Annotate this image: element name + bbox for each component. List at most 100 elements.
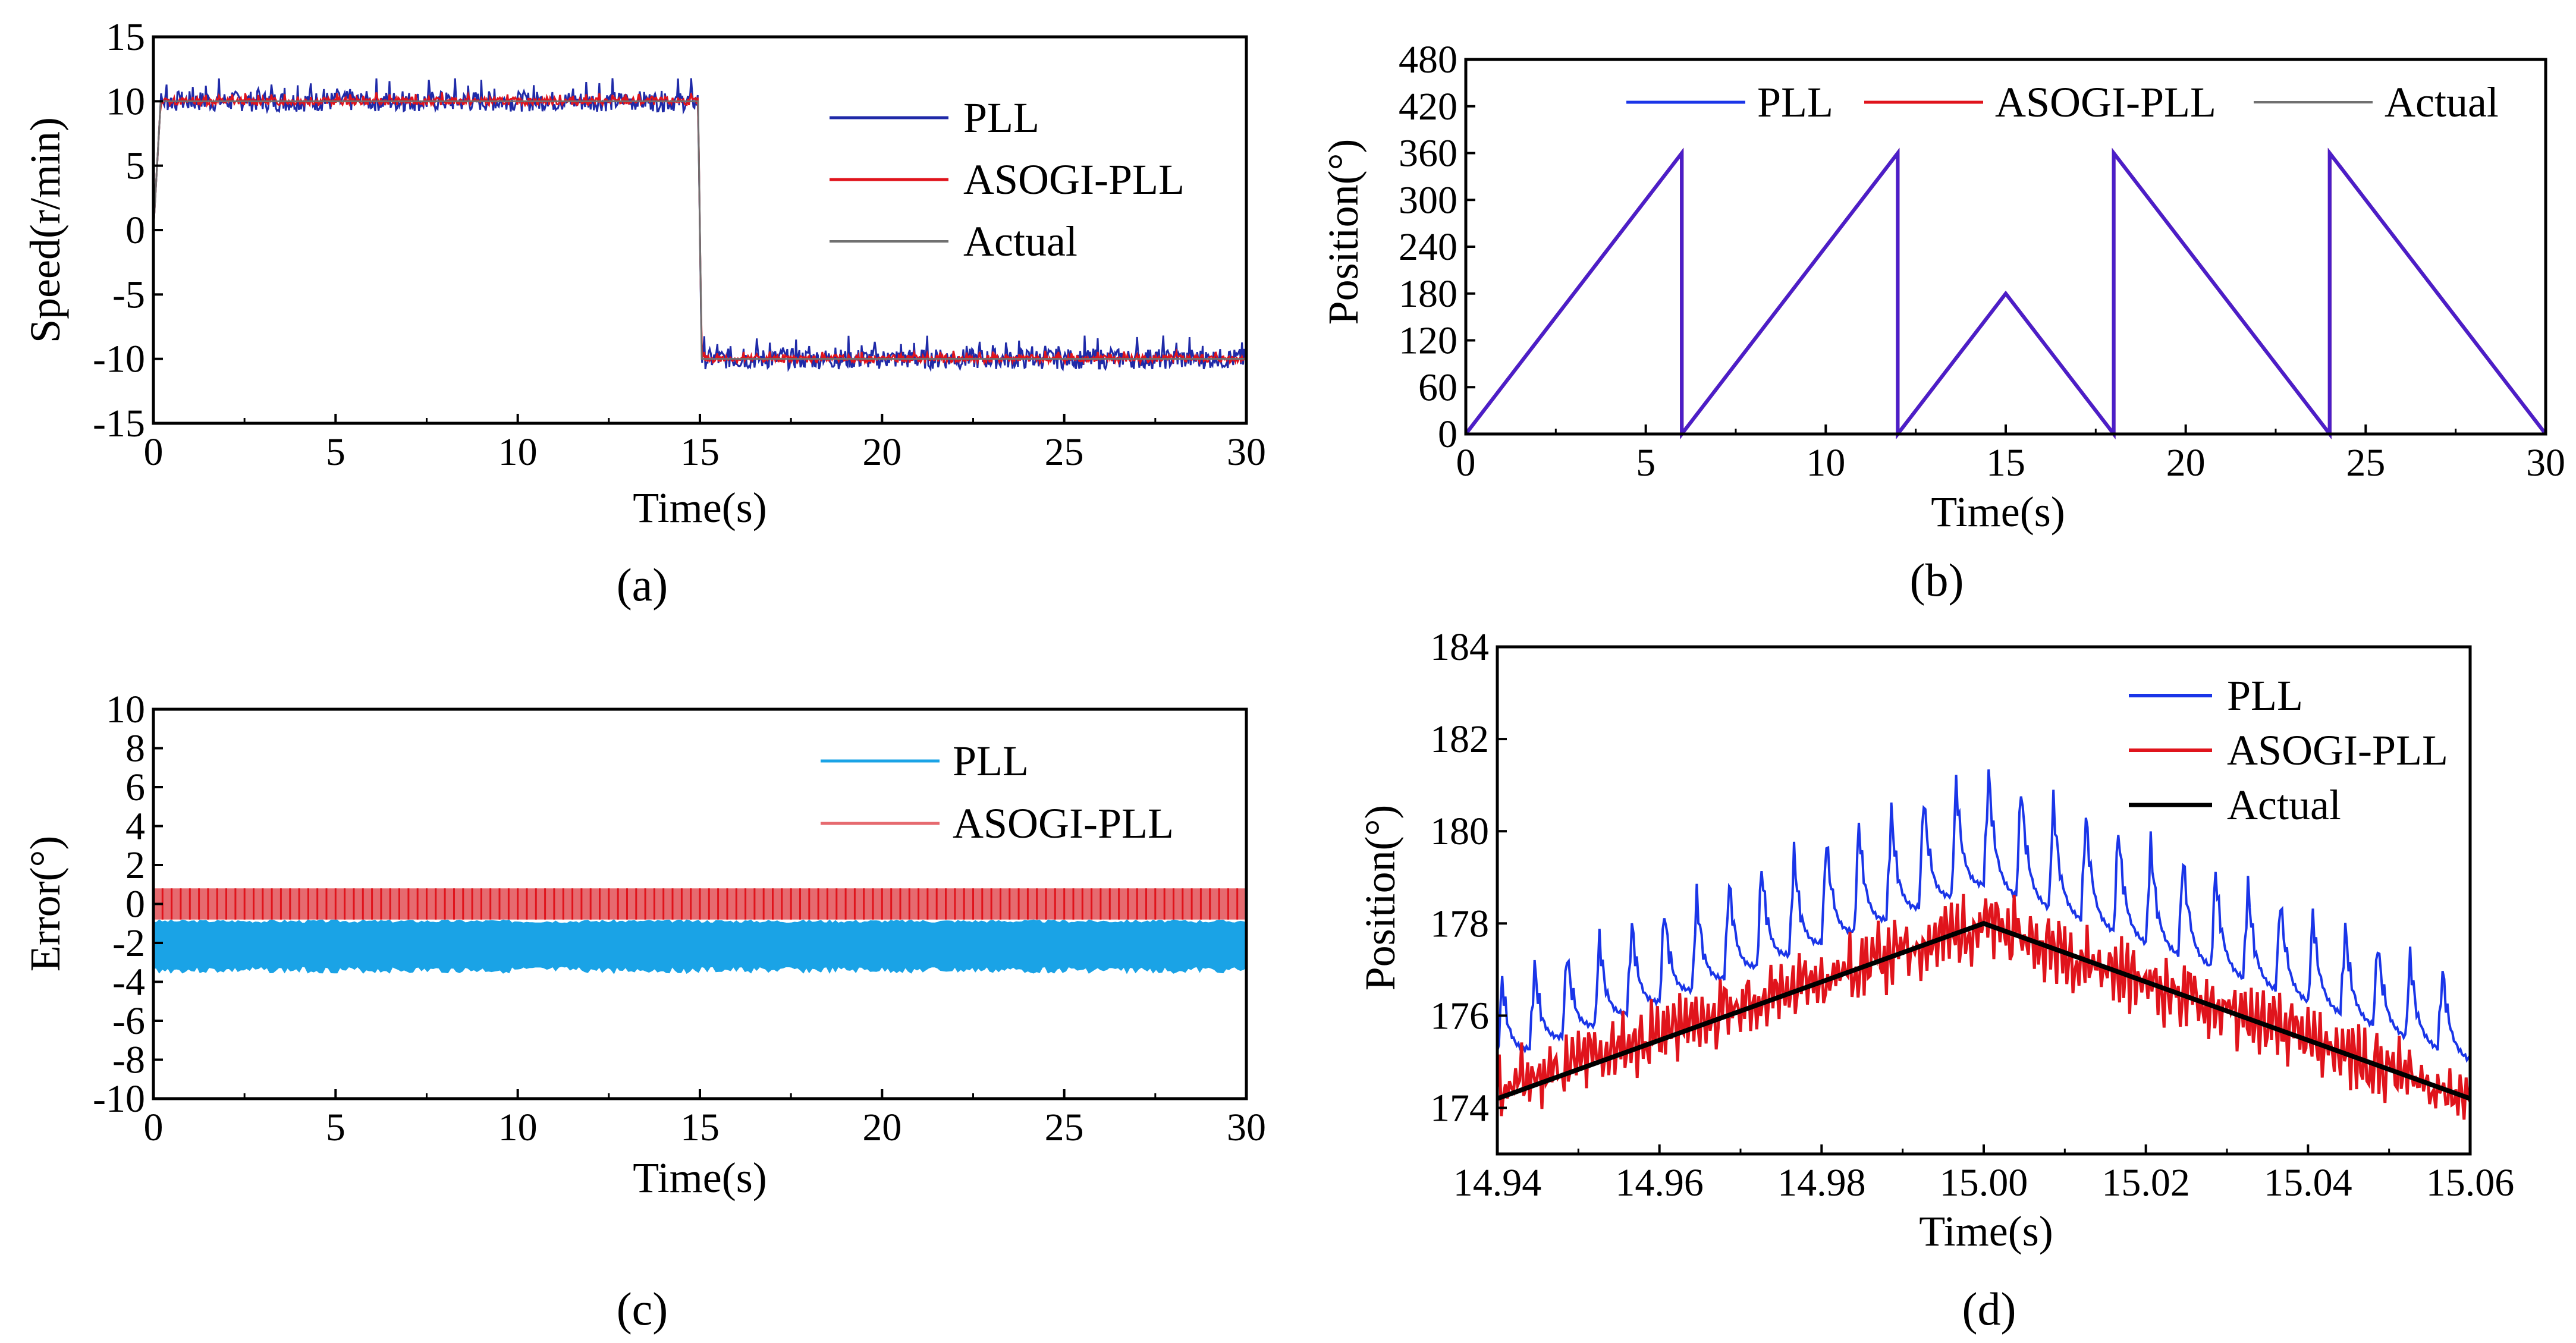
y-tick-label: 4 [125, 805, 145, 848]
x-tick-label: 30 [1227, 1106, 1266, 1149]
panel-b-legend-actual: Actual [2385, 78, 2499, 126]
panel-c-legend-pll: PLL [953, 737, 1029, 785]
x-tick-label: 20 [2166, 441, 2206, 485]
y-tick-label: 480 [1399, 38, 1457, 81]
x-tick-label: 0 [144, 430, 164, 474]
y-tick-label: -6 [112, 999, 145, 1043]
panel-a-x-axis-label: Time(s) [633, 484, 766, 531]
x-tick-label: 20 [862, 1106, 901, 1149]
panel-c-x-axis-label: Time(s) [633, 1154, 766, 1202]
y-tick-label: 180 [1430, 810, 1489, 853]
panel-a-y-ticks: -15 -10 -5 0 5 10 15 [93, 15, 163, 445]
x-tick-label: 5 [326, 1106, 345, 1149]
x-tick-label: 25 [1045, 430, 1084, 474]
panel-b-caption: (b) [1910, 554, 1964, 606]
panel-a-legend-pll: PLL [963, 94, 1039, 141]
series-actual-line [1464, 147, 2547, 439]
panel-a-legend-actual: Actual [963, 218, 1077, 265]
y-tick-label: 420 [1399, 85, 1457, 128]
panel-d-plot-area [1496, 769, 2472, 1120]
y-tick-label: 10 [106, 688, 145, 731]
x-tick-label: 30 [1227, 430, 1266, 474]
x-tick-label: 10 [498, 1106, 538, 1149]
panel-b-plot-area [1464, 147, 2547, 439]
y-tick-label: 15 [106, 15, 145, 59]
panel-b-x-ticks: 0 5 10 15 20 25 30 [1456, 424, 2565, 485]
x-tick-label: 15 [680, 1106, 720, 1149]
x-tick-label: 10 [498, 430, 538, 474]
y-tick-label: 0 [125, 883, 145, 926]
x-tick-label: 5 [1636, 441, 1655, 485]
series-pll-band [153, 919, 1247, 974]
y-tick-label: 240 [1399, 225, 1457, 269]
panel-c-x-ticks: 0 5 10 15 20 25 30 [144, 1089, 1266, 1149]
panel-c-caption: (c) [617, 1283, 668, 1335]
y-tick-label: 360 [1399, 132, 1457, 175]
y-tick-label: -10 [93, 1077, 145, 1121]
panel-c-y-axis-label: Error(°) [21, 836, 69, 972]
x-tick-label: 15.04 [2264, 1161, 2352, 1204]
panel-d-legend: PLL ASOGI-PLL Actual [2129, 672, 2448, 829]
y-tick-label: -8 [112, 1039, 145, 1082]
panel-a-speed-chart: 0 5 10 15 20 25 30 -15 -10 -5 0 5 10 15 Time(s) Spee… [21, 15, 1266, 611]
panel-b-y-axis-label: Position(°) [1320, 139, 1367, 325]
y-tick-label: 120 [1399, 319, 1457, 363]
y-tick-label: 176 [1430, 994, 1489, 1037]
series-asogi-pll-line [1496, 894, 2472, 1120]
panel-c-legend: PLL ASOGI-PLL [821, 737, 1174, 847]
x-tick-label: 20 [862, 430, 901, 474]
x-tick-label: 14.98 [1777, 1161, 1866, 1204]
y-tick-label: 0 [125, 209, 145, 252]
panel-d-frame [1496, 645, 2472, 1156]
y-tick-label: 300 [1399, 178, 1457, 222]
panel-b-legend-asogi-pll: ASOGI-PLL [1995, 78, 2216, 126]
panel-c-plot-area [152, 888, 1248, 974]
x-tick-label: 15.00 [1940, 1161, 2028, 1204]
y-tick-label: -10 [93, 338, 145, 381]
panel-d-legend-pll: PLL [2227, 672, 2303, 719]
y-tick-label: 0 [1438, 413, 1457, 456]
x-tick-label: 30 [2526, 441, 2565, 485]
series-pll-line [1496, 769, 2471, 1063]
series-actual-line [152, 100, 1246, 360]
x-tick-label: 15 [680, 430, 720, 474]
panel-a-x-ticks: 0 5 10 15 20 25 30 [144, 414, 1266, 474]
panel-d-x-axis-label: Time(s) [1919, 1207, 2053, 1255]
panel-b-legend: PLL ASOGI-PLL Actual [1626, 78, 2499, 126]
panel-d-y-axis-label: Position(°) [1356, 805, 1404, 991]
y-tick-label: -4 [112, 961, 145, 1004]
panel-d-x-ticks: 14.94 14.96 14.98 15.00 15.02 15.04 15.06 [1453, 1144, 2514, 1204]
y-tick-label: -15 [93, 402, 145, 445]
x-tick-label: 0 [1456, 441, 1476, 485]
y-tick-label: 174 [1430, 1086, 1489, 1130]
panel-a-legend-asogi-pll: ASOGI-PLL [963, 156, 1185, 203]
panel-b-x-axis-label: Time(s) [1931, 488, 2065, 536]
panel-b-legend-pll: PLL [1757, 78, 1833, 126]
series-asogi-pll-ripple [152, 888, 1248, 920]
x-tick-label: 15 [1986, 441, 2025, 485]
x-tick-label: 14.96 [1615, 1161, 1704, 1204]
y-tick-label: 178 [1430, 902, 1489, 945]
x-tick-label: 5 [326, 430, 345, 474]
y-tick-label: 182 [1430, 718, 1489, 761]
panel-a-y-axis-label: Speed(r/min) [21, 117, 69, 343]
y-tick-label: 8 [125, 727, 145, 770]
x-tick-label: 15.02 [2101, 1161, 2190, 1204]
x-tick-label: 25 [2346, 441, 2385, 485]
y-tick-label: 184 [1430, 625, 1489, 669]
x-tick-label: 10 [1806, 441, 1845, 485]
series-actual-line [1496, 921, 2471, 1101]
panel-d-legend-actual: Actual [2227, 781, 2341, 829]
y-tick-label: 10 [106, 80, 145, 123]
x-tick-label: 14.94 [1453, 1161, 1542, 1204]
y-tick-label: 2 [125, 844, 145, 887]
y-tick-label: 6 [125, 766, 145, 809]
x-tick-label: 25 [1045, 1106, 1084, 1149]
panel-d-legend-asogi-pll: ASOGI-PLL [2227, 726, 2448, 774]
y-tick-label: 5 [125, 144, 145, 188]
panel-c-legend-asogi-pll: ASOGI-PLL [953, 800, 1174, 847]
